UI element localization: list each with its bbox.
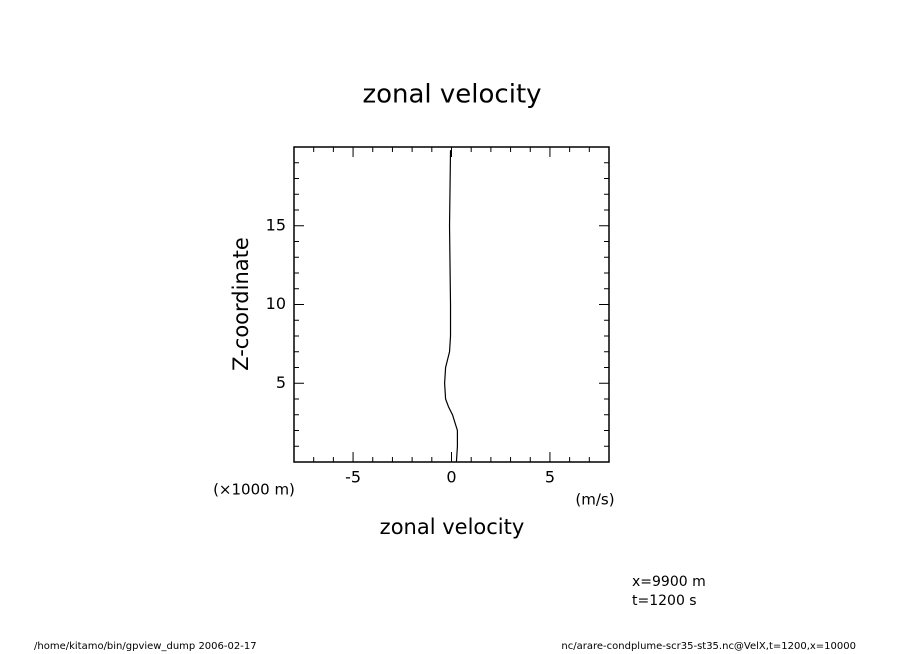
x-tick-label: 5 xyxy=(545,468,555,487)
annotation: x=9900 m xyxy=(632,574,706,590)
footer: nc/arare-condplume-scr35-st35.nc@VelX,t=… xyxy=(561,641,856,652)
x-tick-label: 0 xyxy=(446,468,456,487)
chart-title: zonal velocity xyxy=(362,80,541,110)
y-tick-label: 15 xyxy=(266,215,286,234)
footer: /home/kitamo/bin/gpview_dump 2006-02-17 xyxy=(34,641,257,652)
y-tick-label: 10 xyxy=(266,294,286,313)
x-axis-unit: (m/s) xyxy=(575,491,614,509)
x-axis-label: zonal velocity xyxy=(380,515,525,539)
y-axis-label: Z-coordinate xyxy=(229,237,253,371)
annotation: t=1200 s xyxy=(632,593,697,609)
plot-frame xyxy=(293,146,610,463)
y-axis-unit: (×1000 m) xyxy=(213,481,295,499)
y-tick-label: 5 xyxy=(276,373,286,392)
x-tick-label: -5 xyxy=(345,468,361,487)
profile-line xyxy=(444,150,459,463)
